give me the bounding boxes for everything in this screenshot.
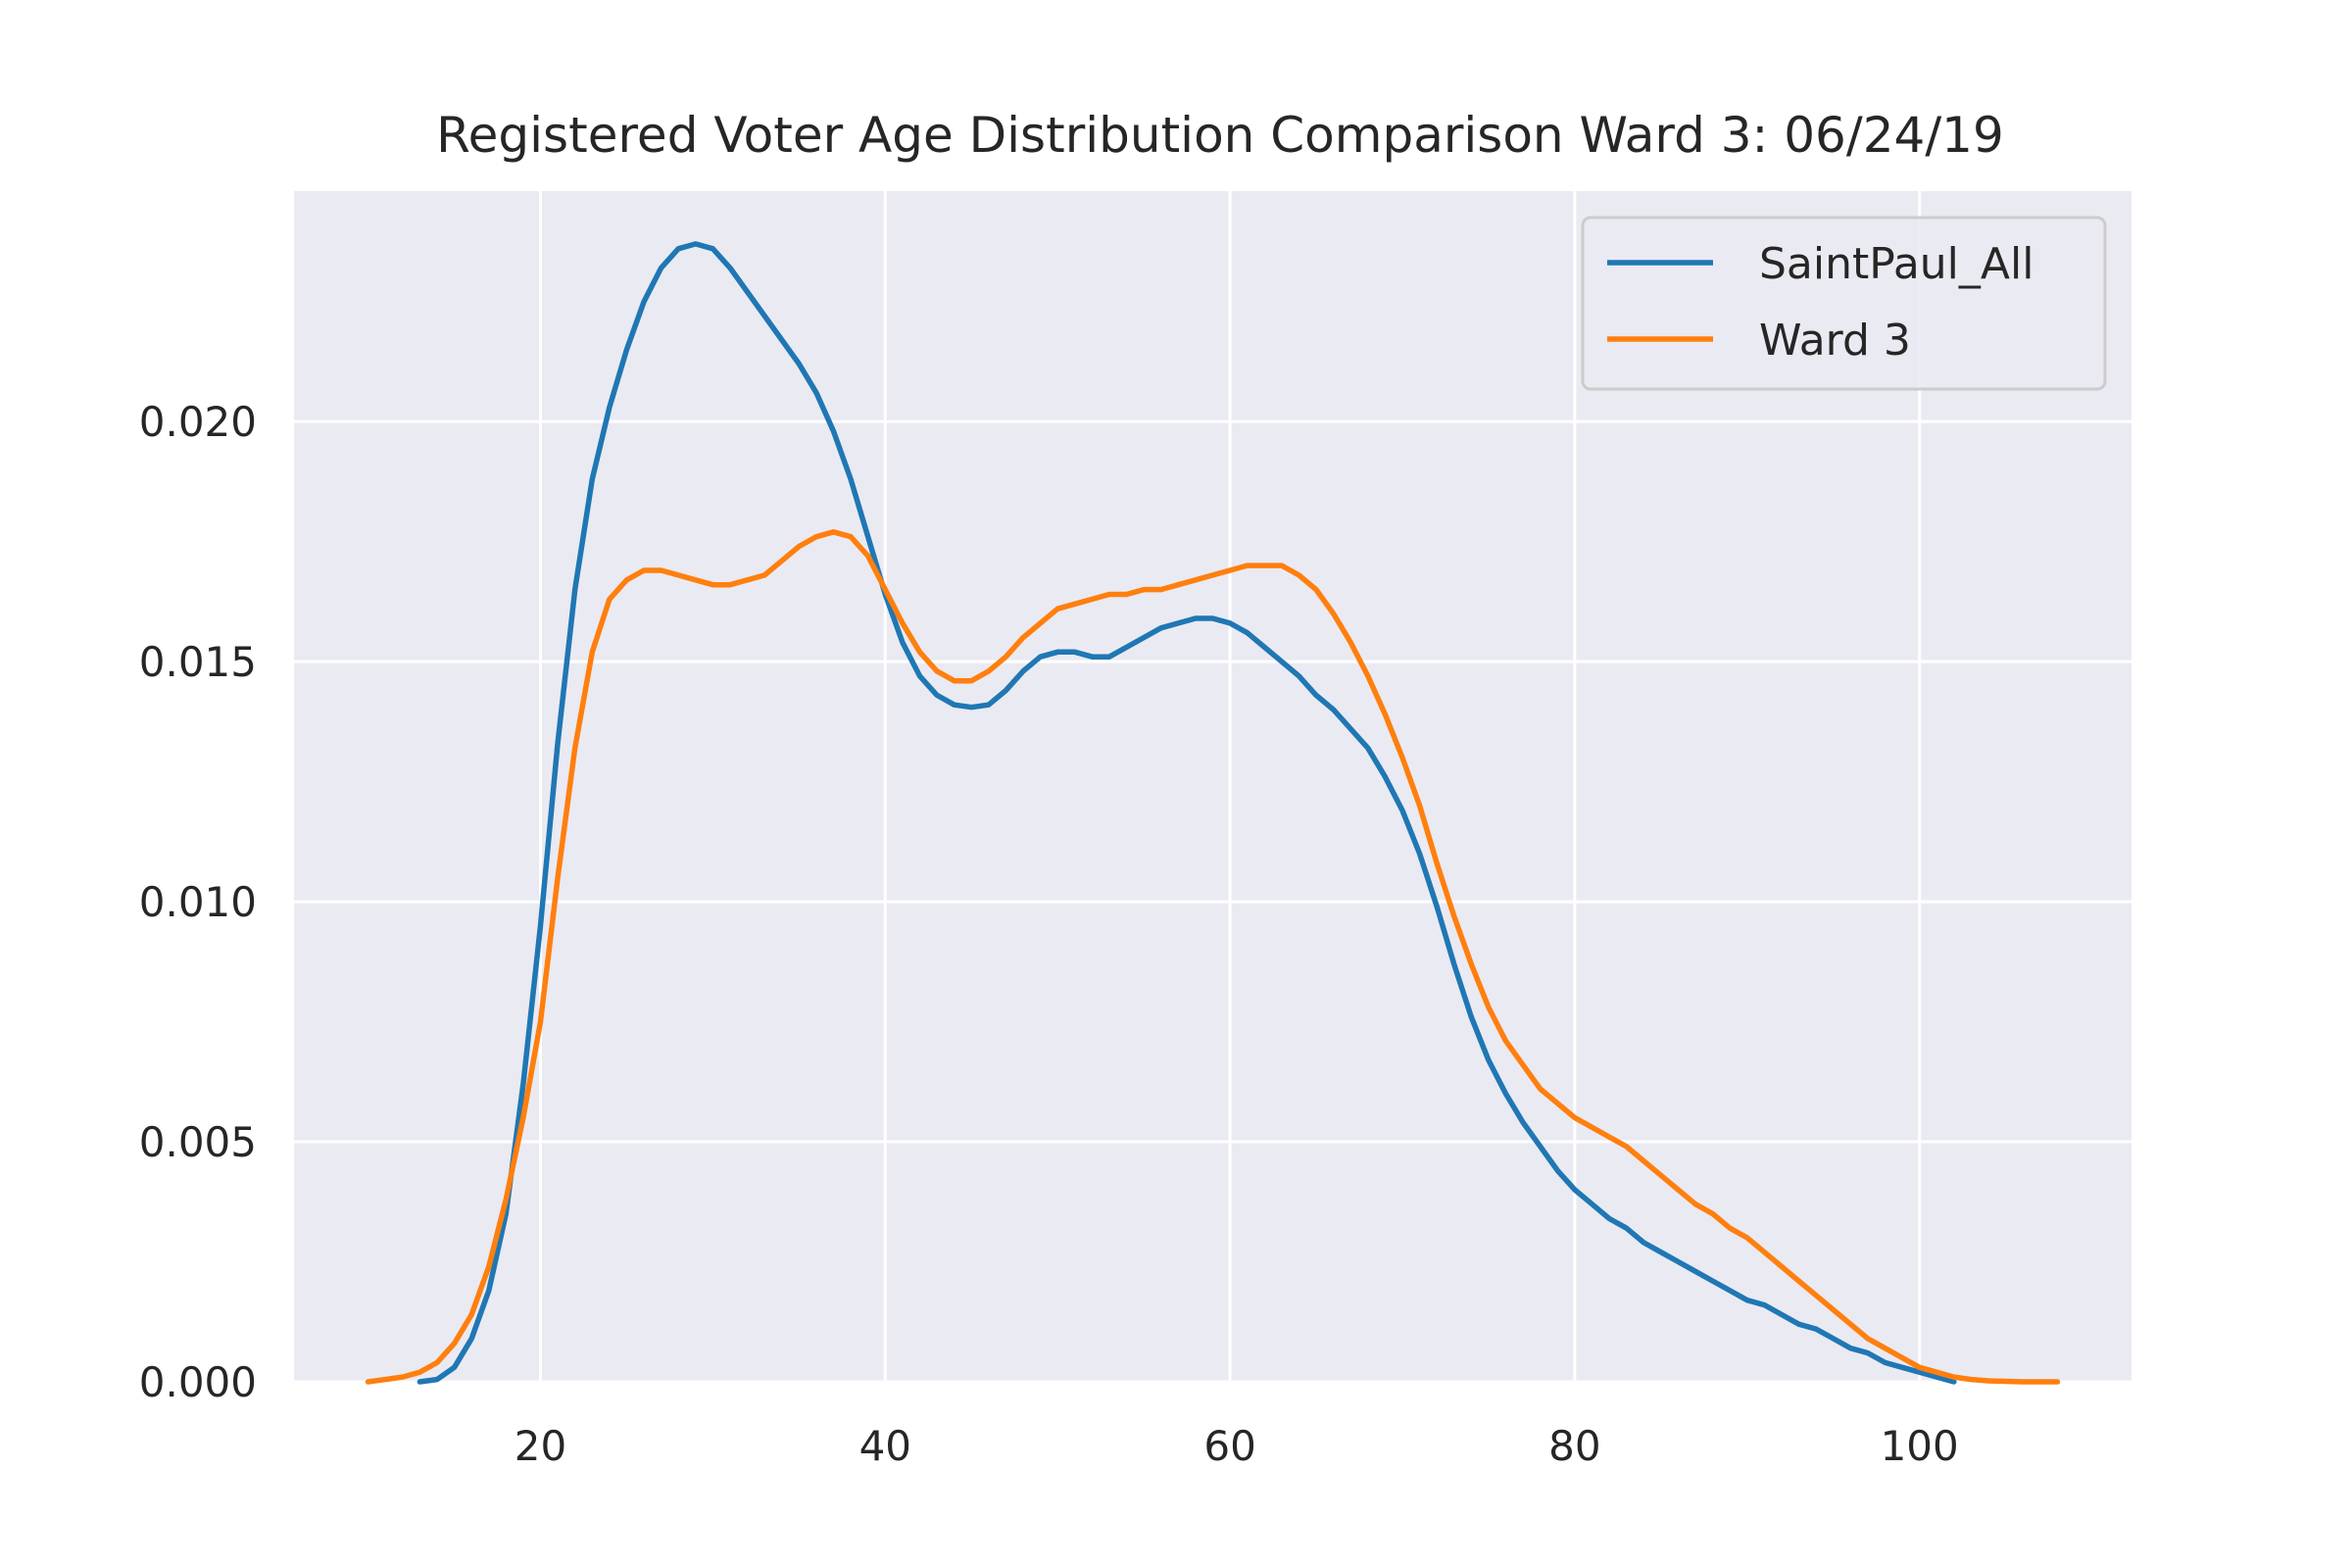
chart-title: Registered Voter Age Distribution Compar…: [436, 107, 2004, 164]
series-lines: [365, 241, 2061, 1385]
x-axis-ticks: 20 40 60 80 100: [514, 1422, 1959, 1470]
legend-label: SaintPaul_All: [1759, 239, 2034, 289]
y-axis-ticks: 0.000 0.005 0.010 0.015 0.020: [139, 398, 257, 1406]
series-line-saintpaul-all: [416, 241, 1957, 1385]
x-tick-label: 20: [514, 1422, 566, 1470]
y-tick-label: 0.005: [139, 1118, 257, 1166]
y-tick-label: 0.020: [139, 398, 257, 446]
x-tick-label: 40: [859, 1422, 911, 1470]
legend-label: Ward 3: [1759, 316, 1911, 366]
x-tick-label: 100: [1881, 1422, 1959, 1470]
legend-frame: [1581, 216, 2107, 391]
grid: [294, 191, 2132, 1384]
y-tick-label: 0.010: [139, 878, 257, 926]
series-line-ward-3: [365, 529, 2061, 1385]
x-tick-label: 60: [1203, 1422, 1255, 1470]
y-tick-label: 0.000: [139, 1358, 257, 1406]
y-tick-label: 0.015: [139, 638, 257, 686]
x-tick-label: 80: [1548, 1422, 1600, 1470]
legend: SaintPaul_All Ward 3: [1581, 216, 2107, 391]
